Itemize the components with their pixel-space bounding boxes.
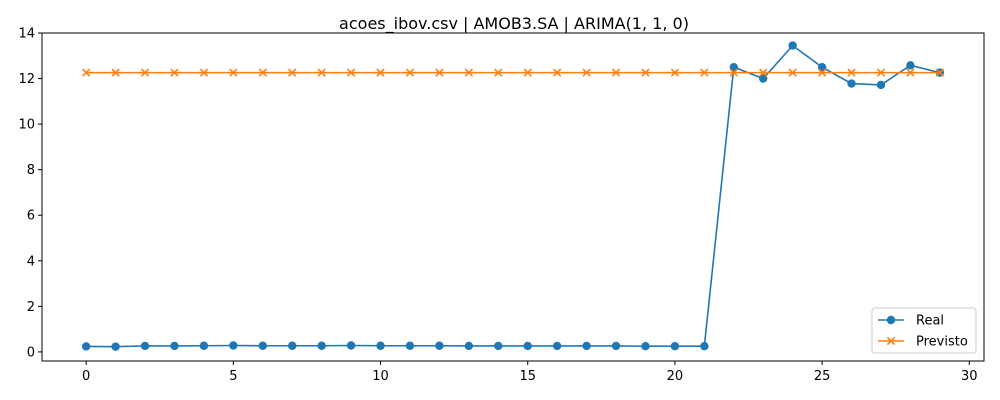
axes: 0 5 10 15 20 25 30 0 2 4 6 8 10 12 14 [18,27,985,384]
data-point [258,341,267,350]
data-point [759,74,768,83]
data-point [523,341,532,351]
data-point [405,68,415,77]
y-tick-label: 14 [18,27,35,42]
y-tick-label: 2 [27,300,35,315]
data-point [582,341,591,351]
data-point [906,68,915,77]
data-point [847,68,856,77]
y-tick-label: 0 [27,345,35,360]
data-point [376,68,385,77]
y-tick-label: 6 [27,209,35,224]
data-point [288,68,297,77]
data-point [140,68,150,77]
data-point [199,341,209,350]
data-point [405,341,415,350]
x-tick-label: 25 [814,369,831,384]
legend-item-previsto: Previsto [878,335,968,350]
series-line-real [86,44,941,348]
data-point [847,79,856,88]
data-point [729,62,738,72]
data-point [317,341,326,350]
data-point [670,68,680,77]
y-tick-label: 8 [27,163,35,178]
data-point [935,68,945,77]
series-real [81,41,945,351]
data-point [611,341,621,351]
y-tick-label: 10 [18,118,35,133]
series-layer [81,41,945,351]
legend-label: Previsto [916,335,968,350]
x-tick-label: 30 [961,369,978,384]
data-point [817,62,827,72]
data-point [111,342,120,351]
legend: Real Previsto [871,307,977,354]
legend-item-real: Real [878,314,944,329]
data-point [111,68,120,77]
data-point [611,68,621,77]
data-point [670,341,680,351]
data-point [81,342,91,351]
data-point [494,68,503,77]
data-point [346,68,356,77]
series-previsto [81,68,945,77]
data-point [170,68,179,77]
data-point [759,68,768,77]
data-point [464,341,474,351]
legend-label: Real [916,314,944,329]
x-tick-label: 20 [667,369,684,384]
data-point [641,341,650,351]
data-point [199,68,209,77]
data-point [376,341,385,350]
plot-frame [41,32,985,362]
data-point [700,68,709,77]
data-point [523,68,532,77]
x-tick-label: 0 [82,369,90,384]
legend-marker [886,315,896,325]
data-point [288,341,297,350]
data-point [229,68,238,77]
data-point [258,68,267,77]
data-point [876,68,886,77]
data-point [317,68,326,77]
data-point [140,341,150,351]
data-point [788,41,797,50]
data-point [552,68,562,77]
data-point [81,68,91,77]
chart-title: acoes_ibov.csv | AMOB3.SA | ARIMA(1, 1, … [339,14,689,34]
data-point [435,68,444,77]
data-point [435,341,444,350]
data-point [170,341,179,351]
data-point [906,61,915,70]
data-point [229,341,238,350]
data-point [582,68,591,77]
data-point [346,341,356,350]
legend-marker [886,336,896,346]
x-tick-label: 10 [372,369,389,384]
data-point [464,68,474,77]
data-point [788,68,797,77]
y-tick-label: 4 [27,254,35,269]
x-tick-label: 5 [229,369,237,384]
data-point [552,341,562,351]
data-point [876,80,886,90]
data-point [494,341,503,351]
data-point [817,68,827,77]
y-tick-label: 12 [18,72,35,87]
data-point [700,341,709,351]
data-point [729,68,738,77]
x-tick-label: 15 [519,369,536,384]
data-point [641,68,650,77]
